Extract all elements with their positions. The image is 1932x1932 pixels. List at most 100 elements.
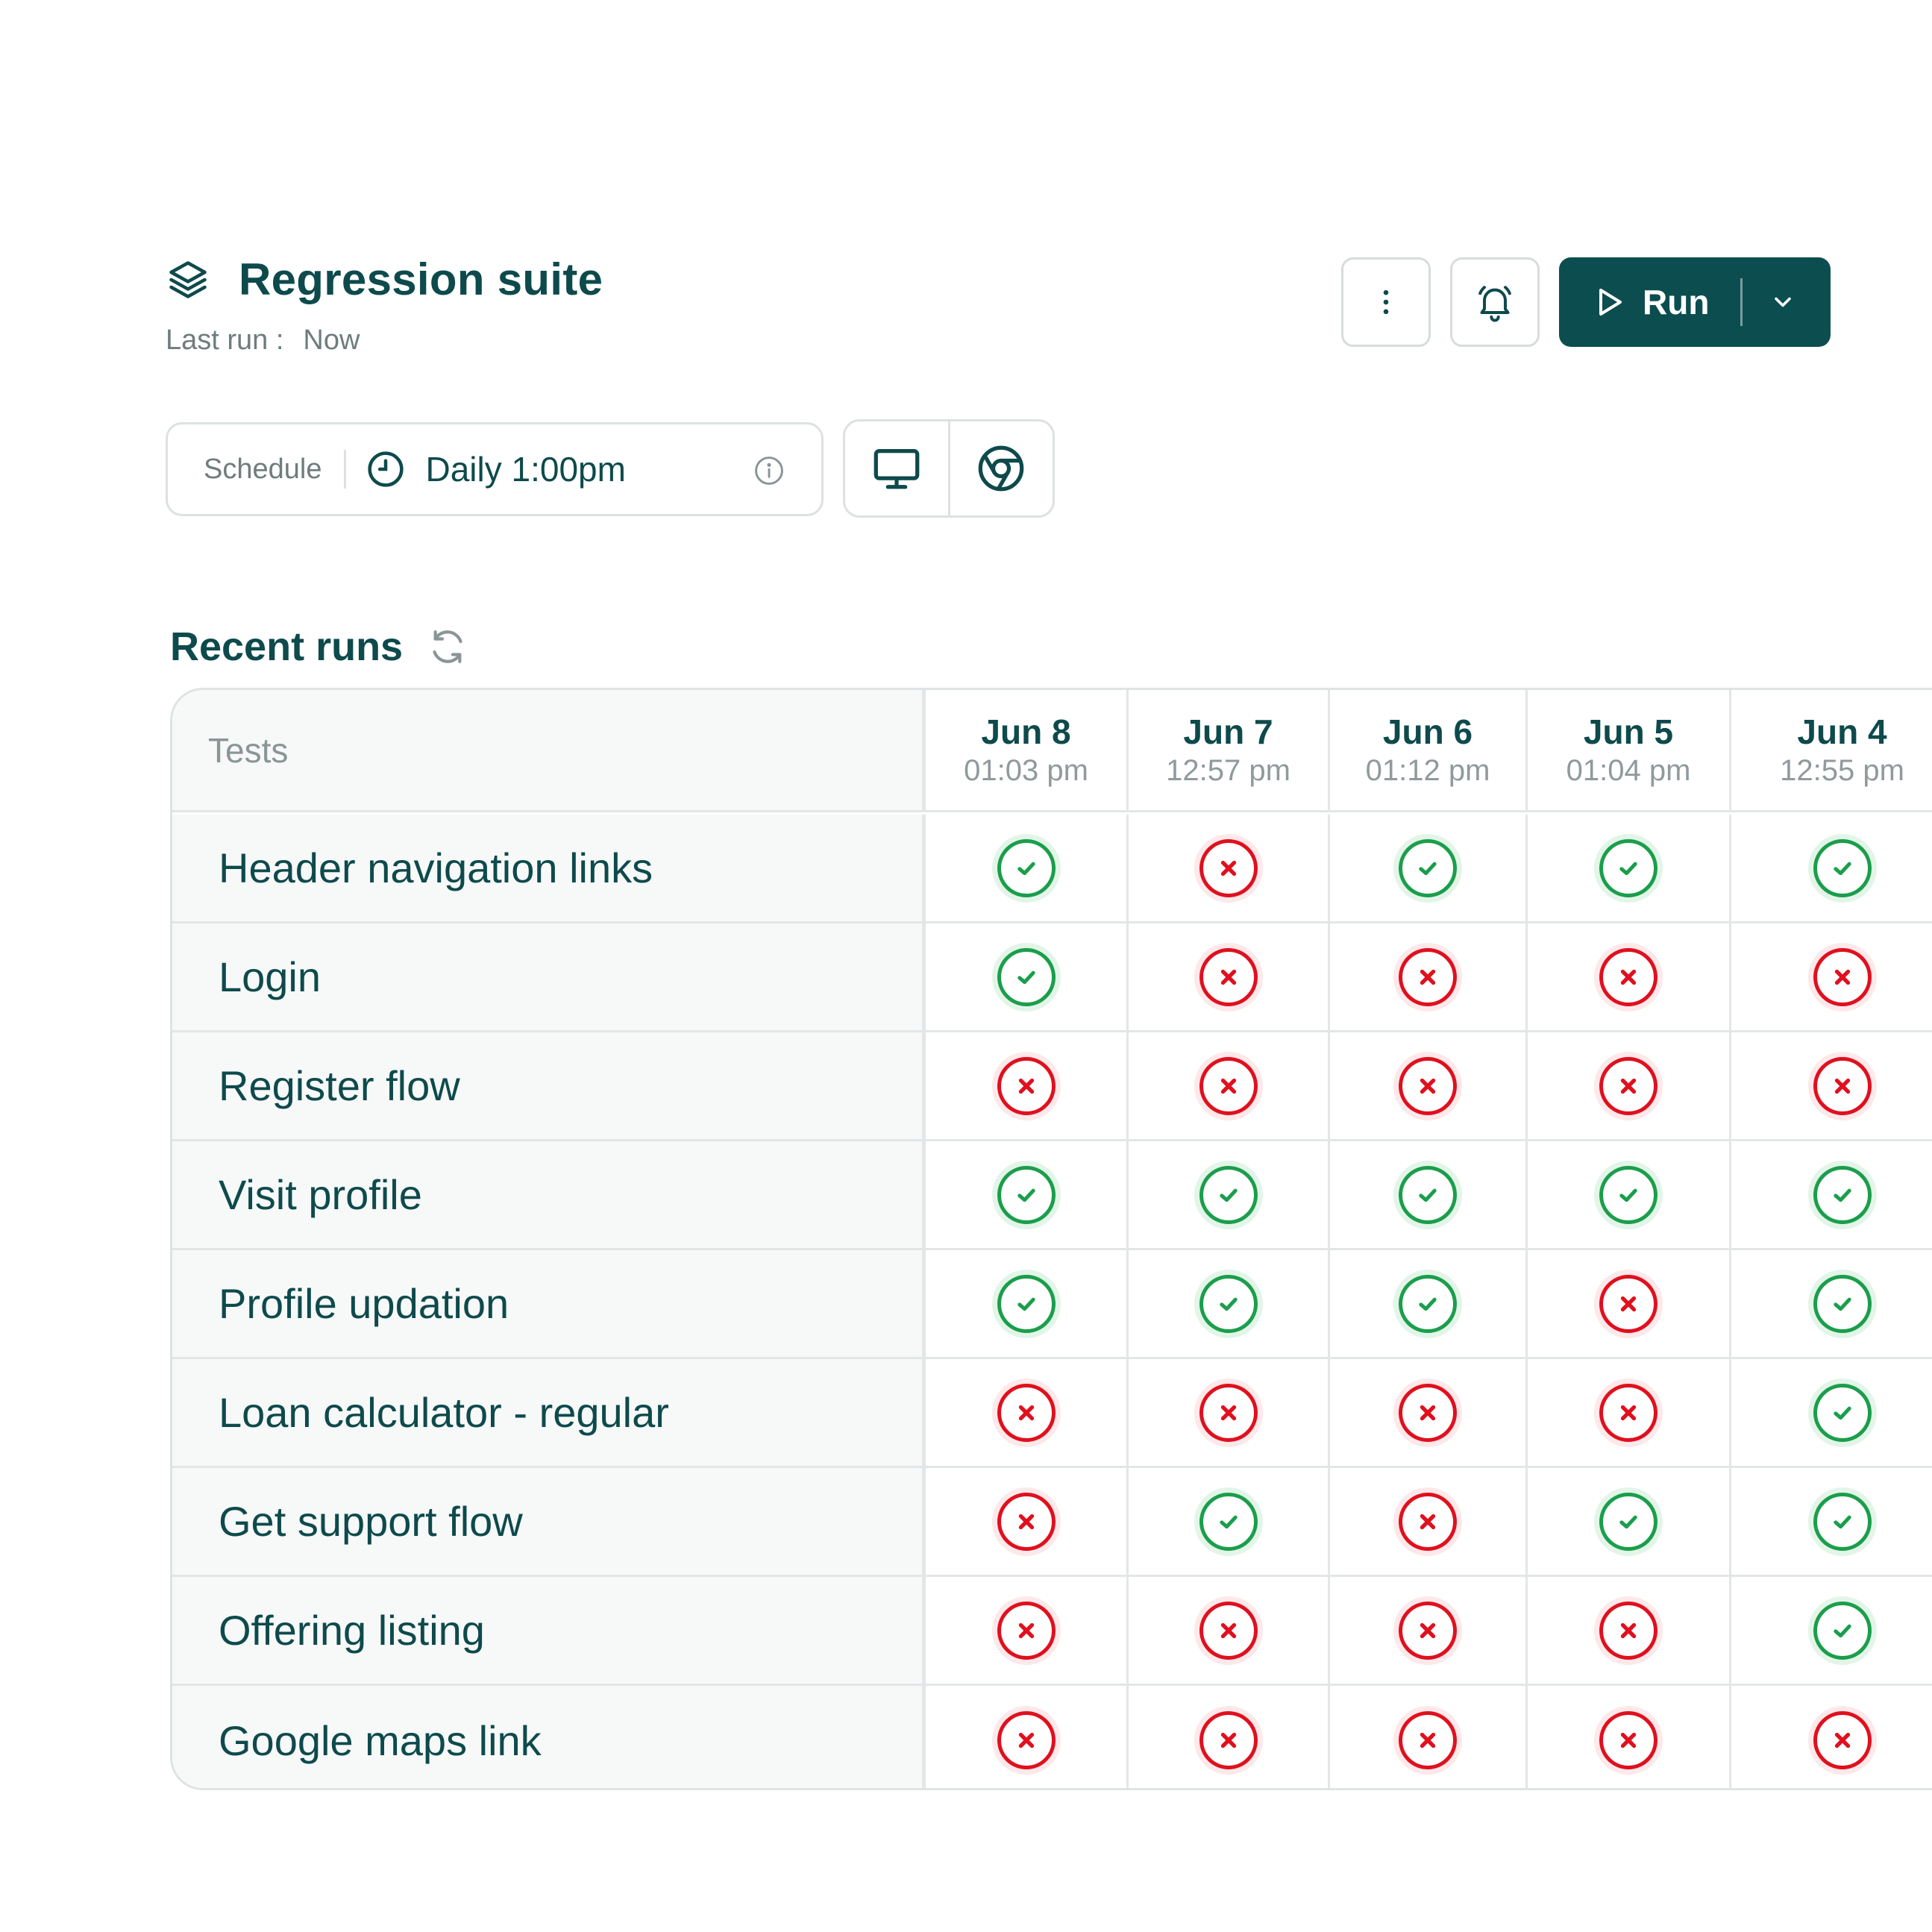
result-cell[interactable]: [1528, 1032, 1731, 1139]
table-row[interactable]: Register flow: [172, 1032, 1932, 1141]
result-cell[interactable]: [926, 1359, 1129, 1466]
x-circle-icon: [1599, 1383, 1657, 1442]
schedule-field[interactable]: Schedule Daily 1:00pm: [166, 422, 824, 516]
result-cell[interactable]: [1528, 1577, 1731, 1684]
result-cell[interactable]: [1528, 1141, 1731, 1248]
run-time: 12:55 pm: [1780, 754, 1904, 788]
result-cell[interactable]: [1330, 923, 1528, 1030]
check-circle-icon: [1813, 1274, 1872, 1333]
check-circle-icon: [1813, 1601, 1872, 1660]
result-cell[interactable]: [1129, 1686, 1330, 1788]
run-column-header[interactable]: Jun 6 01:12 pm: [1330, 690, 1528, 810]
run-column-header[interactable]: Jun 7 12:57 pm: [1129, 690, 1330, 810]
result-cell[interactable]: [1731, 923, 1932, 1030]
result-cell[interactable]: [926, 1468, 1129, 1575]
result-cell[interactable]: [1129, 1250, 1330, 1357]
result-cell[interactable]: [1731, 815, 1932, 921]
run-column-header[interactable]: Jun 8 01:03 pm: [926, 690, 1129, 810]
bell-ring-icon: [1474, 281, 1516, 323]
result-cell[interactable]: [926, 1250, 1129, 1357]
result-cell[interactable]: [1330, 1686, 1528, 1788]
check-circle-icon: [1599, 838, 1657, 897]
result-cell[interactable]: [926, 1032, 1129, 1139]
test-name: Google maps link: [219, 1716, 542, 1764]
test-name-cell[interactable]: Login: [172, 923, 926, 1030]
result-cell[interactable]: [1731, 1032, 1932, 1139]
desktop-environment-button[interactable]: [845, 421, 948, 515]
refresh-icon[interactable]: [427, 626, 468, 668]
result-cell[interactable]: [1129, 815, 1330, 921]
result-cell[interactable]: [1731, 1250, 1932, 1357]
table-row[interactable]: Offering listing: [172, 1577, 1932, 1686]
result-cell[interactable]: [1731, 1577, 1932, 1684]
result-cell[interactable]: [1330, 1468, 1528, 1575]
result-cell[interactable]: [1731, 1686, 1932, 1788]
result-cell[interactable]: [1330, 815, 1528, 921]
test-name-cell[interactable]: Google maps link: [172, 1686, 926, 1788]
run-button[interactable]: Run: [1559, 257, 1831, 347]
result-cell[interactable]: [1129, 1577, 1330, 1684]
notifications-button[interactable]: [1450, 257, 1540, 347]
chevron-down-icon[interactable]: [1769, 289, 1796, 316]
info-icon[interactable]: [753, 454, 785, 487]
result-cell[interactable]: [926, 1686, 1129, 1788]
test-name-cell[interactable]: Register flow: [172, 1032, 926, 1139]
test-name-cell[interactable]: Profile updation: [172, 1250, 926, 1357]
layers-icon: [166, 257, 210, 302]
schedule-value: Daily 1:00pm: [425, 450, 626, 489]
result-cell[interactable]: [1528, 1686, 1731, 1788]
result-cell[interactable]: [1528, 815, 1731, 921]
check-circle-icon: [1813, 1492, 1872, 1551]
result-cell[interactable]: [1528, 923, 1731, 1030]
result-cell[interactable]: [926, 1577, 1129, 1684]
x-circle-icon: [997, 1383, 1056, 1442]
result-cell[interactable]: [1731, 1359, 1932, 1466]
table-row[interactable]: Google maps link: [172, 1686, 1932, 1788]
result-cell[interactable]: [1129, 1141, 1330, 1248]
chrome-browser-button[interactable]: [947, 421, 1053, 515]
x-circle-icon: [1399, 947, 1457, 1006]
result-cell[interactable]: [1129, 1032, 1330, 1139]
test-name-cell[interactable]: Loan calculator - regular: [172, 1359, 926, 1466]
run-column-header[interactable]: Jun 5 01:04 pm: [1528, 690, 1731, 810]
test-name-cell[interactable]: Get support flow: [172, 1468, 926, 1575]
check-circle-icon: [997, 1274, 1056, 1333]
result-cell[interactable]: [926, 923, 1129, 1030]
result-cell[interactable]: [1528, 1250, 1731, 1357]
result-cell[interactable]: [1129, 923, 1330, 1030]
result-cell[interactable]: [926, 1141, 1129, 1248]
run-time: 01:12 pm: [1365, 754, 1490, 788]
table-row[interactable]: Profile updation: [172, 1250, 1932, 1359]
result-cell[interactable]: [1330, 1359, 1528, 1466]
run-column-header[interactable]: Jun 4 12:55 pm: [1731, 690, 1932, 810]
more-options-button[interactable]: [1341, 257, 1431, 347]
test-name: Loan calculator - regular: [219, 1389, 669, 1436]
toolbar-actions: Run: [1341, 257, 1831, 347]
table-row[interactable]: Visit profile: [172, 1141, 1932, 1250]
result-cell[interactable]: [1731, 1468, 1932, 1575]
result-cell[interactable]: [1330, 1250, 1528, 1357]
result-cell[interactable]: [1330, 1032, 1528, 1139]
test-name-cell[interactable]: Visit profile: [172, 1141, 926, 1248]
table-row[interactable]: Login: [172, 923, 1932, 1032]
result-cell[interactable]: [1731, 1141, 1932, 1248]
schedule-divider: [344, 450, 347, 489]
test-name-cell[interactable]: Offering listing: [172, 1577, 926, 1684]
result-cell[interactable]: [926, 815, 1129, 921]
test-name-cell[interactable]: Header navigation links: [172, 815, 926, 921]
result-cell[interactable]: [1528, 1468, 1731, 1575]
table-row[interactable]: Get support flow: [172, 1468, 1932, 1577]
result-cell[interactable]: [1129, 1359, 1330, 1466]
result-cell[interactable]: [1330, 1141, 1528, 1248]
result-cell[interactable]: [1129, 1468, 1330, 1575]
last-run-label: Last run :: [166, 324, 284, 356]
check-circle-icon: [1199, 1492, 1258, 1551]
table-row[interactable]: Header navigation links: [172, 815, 1932, 923]
check-circle-icon: [1399, 1165, 1457, 1224]
result-cell[interactable]: [1330, 1577, 1528, 1684]
run-time: 01:03 pm: [964, 754, 1088, 788]
table-row[interactable]: Loan calculator - regular: [172, 1359, 1932, 1468]
result-cell[interactable]: [1528, 1359, 1731, 1466]
run-button-label: Run: [1643, 283, 1710, 322]
